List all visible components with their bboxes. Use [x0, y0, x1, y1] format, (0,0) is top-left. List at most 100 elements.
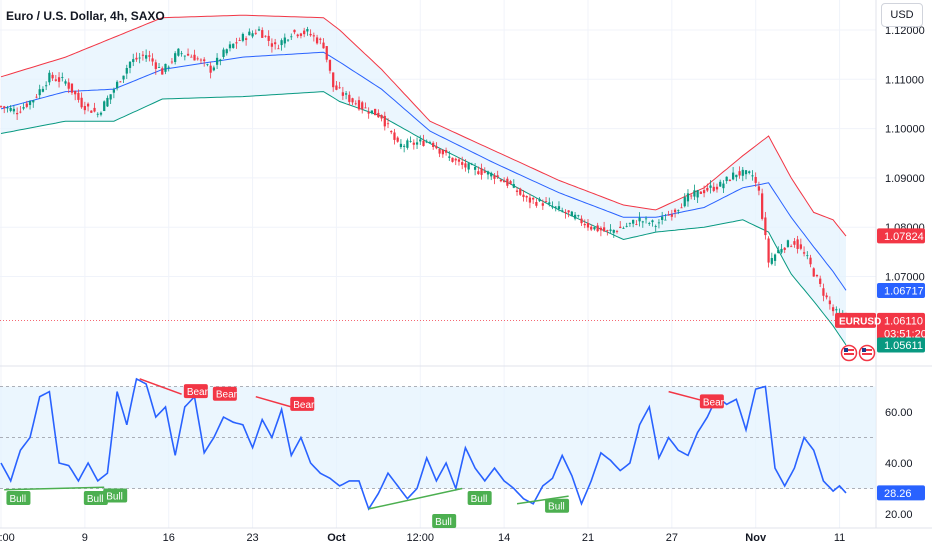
- candle: [132, 53, 135, 67]
- currency-button[interactable]: USD: [881, 3, 923, 27]
- candle: [783, 247, 786, 254]
- time-tick-label: Nov: [745, 532, 767, 544]
- candle-body: [570, 211, 573, 217]
- candle: [309, 29, 312, 37]
- candle-body: [506, 178, 509, 186]
- candle-body: [683, 197, 686, 207]
- candle: [515, 187, 519, 196]
- candle-body: [751, 175, 754, 177]
- candle: [25, 100, 28, 109]
- candle: [6, 105, 9, 113]
- candle-body: [16, 113, 19, 115]
- candle-body: [661, 216, 664, 220]
- candle-body: [9, 107, 12, 111]
- candle-body: [77, 92, 80, 100]
- candle-body: [577, 215, 580, 217]
- candle-body: [257, 29, 261, 31]
- candle-body: [644, 218, 648, 220]
- candle: [812, 267, 815, 277]
- candle-body: [80, 97, 83, 108]
- candle: [661, 211, 664, 225]
- candle: [696, 189, 699, 203]
- candle: [451, 157, 454, 163]
- candle-body: [509, 181, 512, 184]
- candle: [264, 35, 267, 38]
- candle: [822, 283, 825, 302]
- candle: [351, 97, 354, 106]
- candle-body: [619, 226, 622, 229]
- candle-body: [532, 198, 535, 200]
- candle: [3, 105, 6, 114]
- candle-body: [770, 258, 773, 264]
- candle: [831, 304, 835, 316]
- candle-body: [767, 238, 770, 263]
- candle: [673, 208, 677, 218]
- signal-bull: Bull: [103, 488, 128, 503]
- candle: [628, 222, 632, 227]
- candle-body: [551, 206, 554, 208]
- candle: [715, 183, 719, 193]
- candle-body: [45, 85, 48, 87]
- candle-body: [209, 65, 212, 73]
- signal-text: Bull: [548, 502, 565, 513]
- candle-body: [538, 198, 541, 202]
- candle-body: [357, 100, 361, 110]
- candle-body: [738, 171, 741, 176]
- candle: [725, 176, 728, 184]
- candle-body: [370, 110, 374, 114]
- candle: [325, 46, 328, 63]
- candle: [648, 221, 651, 226]
- candle-body: [548, 202, 551, 204]
- candle-body: [174, 53, 177, 62]
- candle: [199, 58, 203, 64]
- candle-body: [622, 227, 625, 229]
- candle-body: [809, 257, 812, 265]
- candle-body: [593, 227, 596, 230]
- candle: [632, 219, 635, 228]
- candle: [635, 220, 638, 226]
- rsi-tick-label: 40.00: [885, 458, 913, 470]
- candle-body: [238, 40, 241, 41]
- candle: [680, 203, 683, 209]
- candle: [457, 157, 461, 166]
- candle-body: [641, 221, 644, 223]
- candle-body: [564, 211, 567, 214]
- candle: [748, 170, 751, 175]
- candle: [699, 191, 702, 195]
- candle-body: [828, 300, 831, 305]
- candle: [538, 197, 541, 203]
- candle: [115, 80, 119, 91]
- candle: [370, 110, 374, 115]
- candle-body: [274, 42, 277, 45]
- candle-body: [580, 218, 583, 224]
- flag-canton: [844, 348, 848, 352]
- candle: [535, 198, 538, 208]
- candle-body: [541, 203, 544, 206]
- candle-body: [673, 209, 677, 213]
- candle-body: [312, 35, 315, 37]
- candle-body: [215, 57, 219, 65]
- candle-body: [3, 106, 6, 108]
- candle-body: [109, 94, 112, 100]
- candle-body: [464, 163, 467, 168]
- candle: [125, 64, 128, 79]
- candle: [432, 141, 435, 150]
- candle-body: [86, 103, 90, 107]
- candle-body: [122, 75, 125, 80]
- candle: [580, 215, 583, 227]
- candle-body: [583, 223, 586, 226]
- candle: [296, 33, 299, 39]
- candle: [528, 193, 532, 209]
- candle-body: [799, 244, 802, 249]
- time-axis: 20:00 9 16 23 Oct 12:00 14 21 27 Nov 11: [0, 532, 845, 544]
- candle-body: [780, 248, 783, 253]
- candle: [599, 226, 603, 237]
- candle-body: [806, 255, 809, 257]
- candle: [780, 243, 783, 255]
- candle: [773, 253, 777, 266]
- time-tick-label: 14: [498, 532, 510, 544]
- candle: [828, 296, 831, 310]
- candle: [141, 50, 145, 61]
- candle: [232, 43, 235, 49]
